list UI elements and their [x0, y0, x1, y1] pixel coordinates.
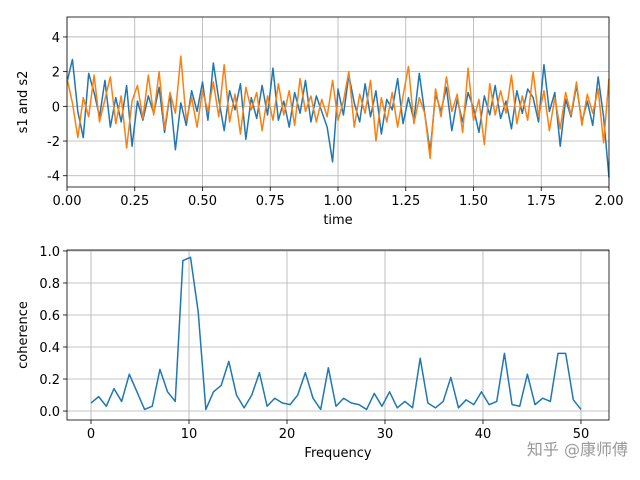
y-tick-label: -2	[47, 135, 60, 150]
line-series	[66, 55, 610, 160]
x-tick-label: 0	[87, 427, 95, 442]
x-tick-label: 1.75	[527, 194, 556, 209]
x-tick-label: 0.75	[256, 194, 285, 209]
x-axis-label: Frequency	[304, 446, 371, 461]
axes-frame	[66, 249, 610, 421]
y-tick-label: 0.4	[39, 341, 60, 356]
line-series	[90, 256, 582, 411]
axes-frame	[66, 16, 610, 188]
x-tick-label: 1.25	[391, 194, 420, 209]
y-tick-label: 0.8	[39, 277, 60, 292]
watermark: 知乎 @康师傅	[527, 440, 628, 459]
x-tick-label: 40	[475, 427, 492, 442]
x-tick-label: 0.25	[120, 194, 149, 209]
y-tick-label: 0.2	[39, 373, 60, 388]
y-axis-label: coherence	[16, 301, 31, 369]
y-tick-label: 0	[52, 100, 60, 115]
y-tick-label: 1.0	[39, 245, 60, 260]
x-tick-label: 0.50	[188, 194, 217, 209]
y-tick-label: 2	[52, 66, 60, 81]
x-tick-label: 30	[377, 427, 394, 442]
x-axis-label: time	[323, 213, 352, 228]
y-axis-label: s1 and s2	[16, 71, 31, 134]
x-tick-label: 10	[181, 427, 198, 442]
x-tick-label: 50	[573, 427, 590, 442]
x-tick-label: 1.00	[324, 194, 353, 209]
x-tick-label: 1.50	[459, 194, 488, 209]
line-series	[66, 58, 610, 178]
x-tick-label: 0.00	[53, 194, 82, 209]
y-tick-label: 0.6	[39, 309, 60, 324]
x-tick-label: 20	[279, 427, 296, 442]
y-tick-label: 4	[52, 31, 60, 46]
y-tick-label: 0.0	[39, 405, 60, 420]
x-tick-label: 2.00	[595, 194, 624, 209]
y-tick-label: -4	[47, 170, 60, 185]
